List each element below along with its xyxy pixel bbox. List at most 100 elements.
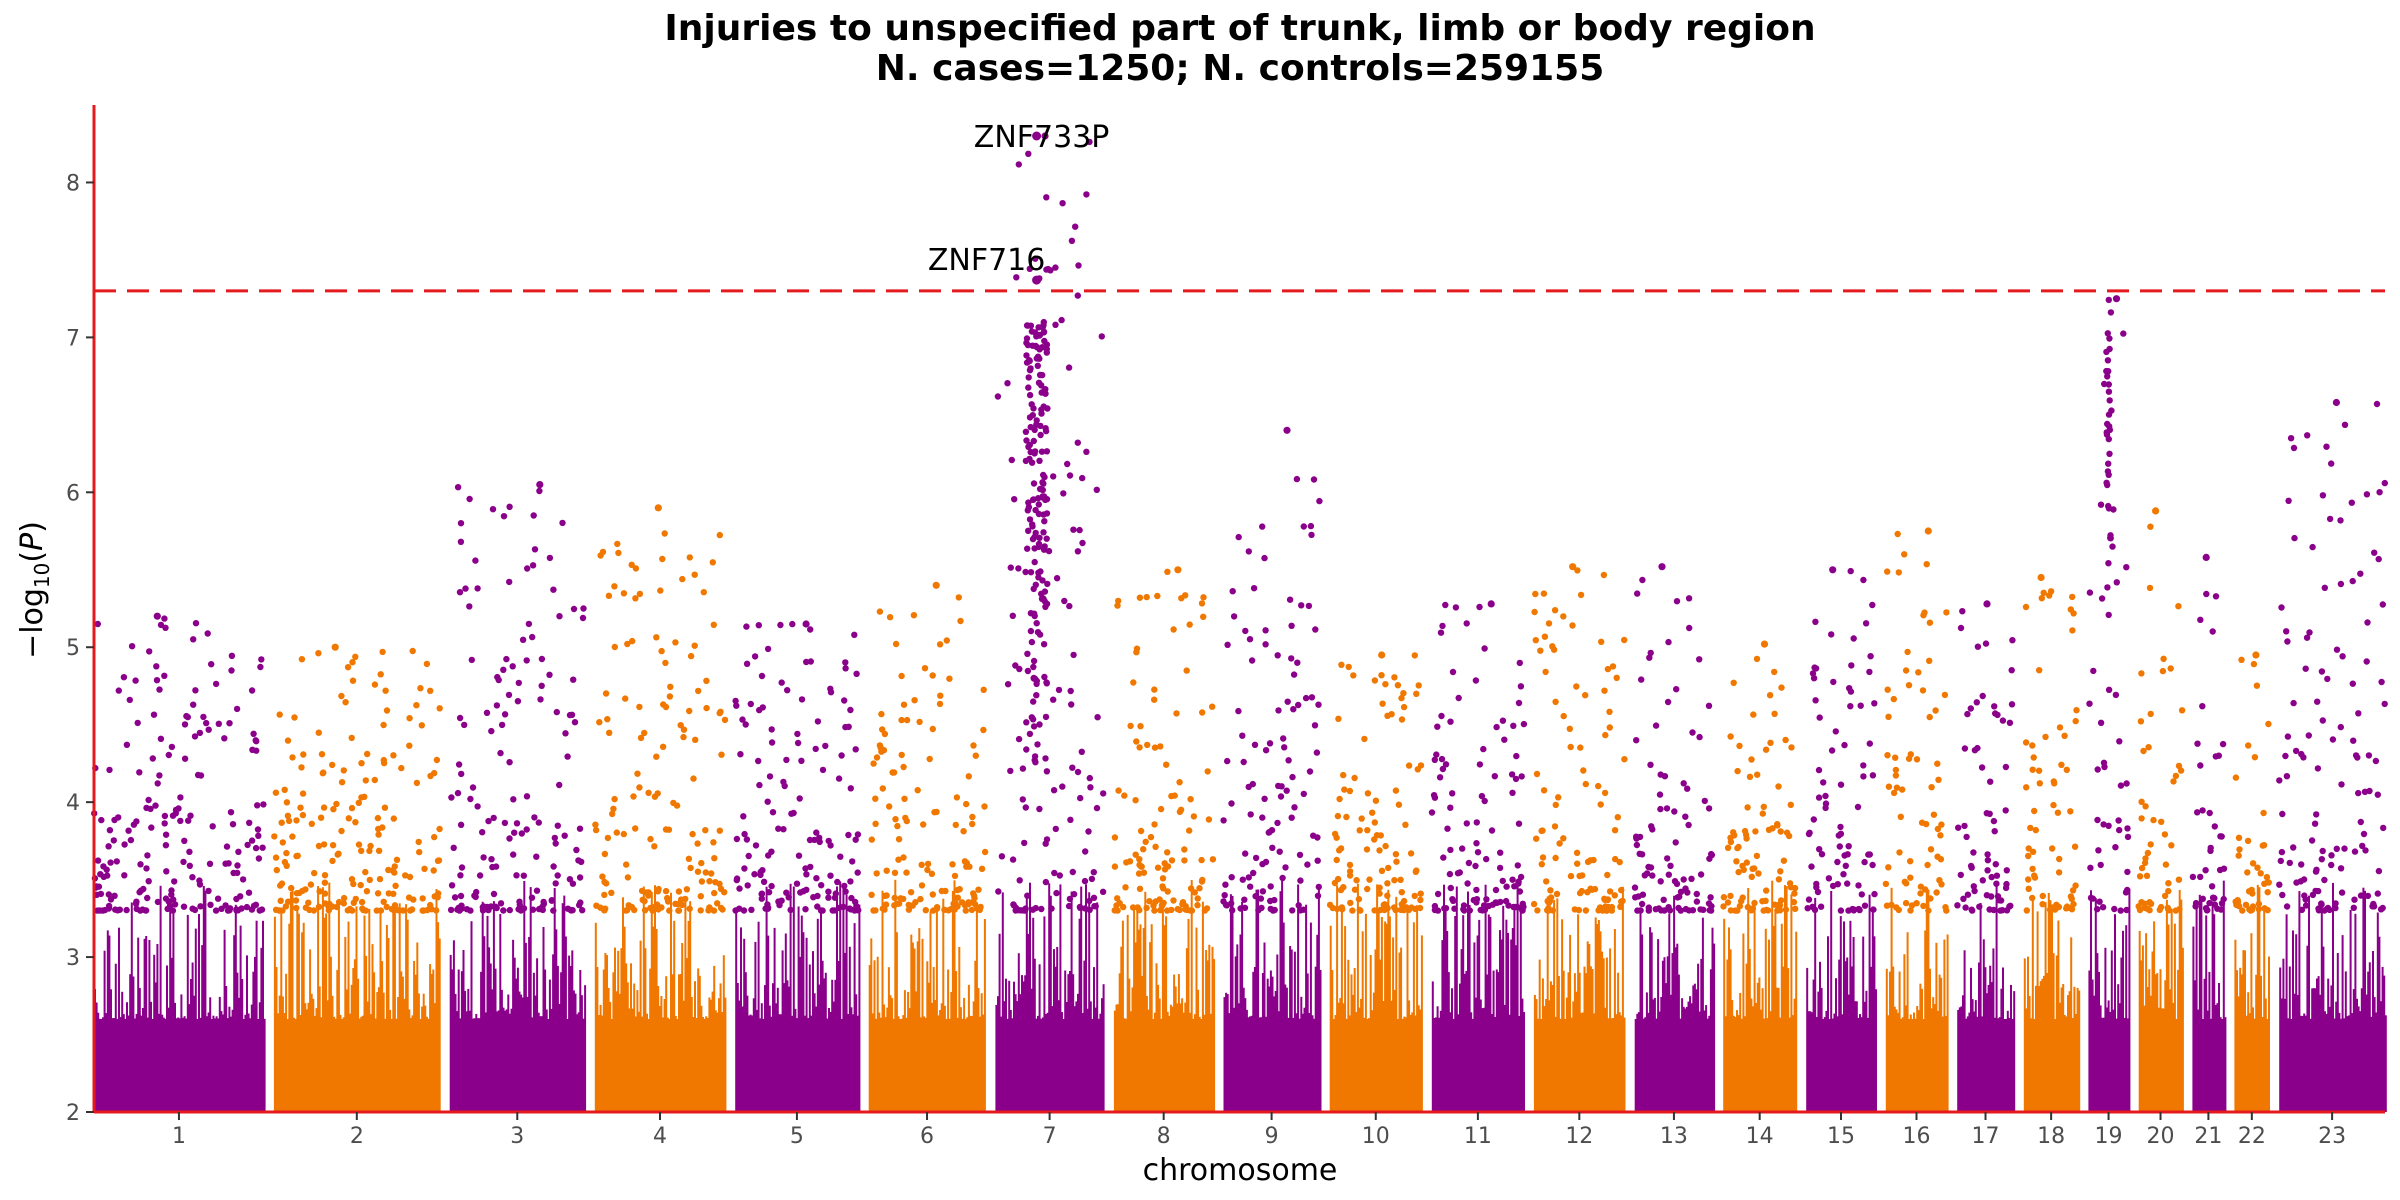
point-column <box>628 1008 631 1112</box>
point-column <box>1481 1008 1484 1112</box>
data-point <box>1701 797 1709 805</box>
data-point <box>1575 906 1583 914</box>
point-column <box>1016 1001 1019 1112</box>
point-column <box>1854 1001 1857 1112</box>
point-column <box>823 978 826 1112</box>
data-point <box>212 680 220 688</box>
point-column <box>2317 976 2320 1112</box>
data-point <box>747 700 754 708</box>
y-tick-label: 7 <box>66 326 80 351</box>
point-column <box>713 965 716 1112</box>
data-point <box>244 841 251 849</box>
point-column <box>1293 951 1296 1112</box>
data-point <box>363 888 371 895</box>
data-point <box>2002 807 2009 814</box>
data-point <box>457 872 464 879</box>
point-column <box>2373 997 2376 1112</box>
point-column <box>174 1002 176 1112</box>
data-point <box>1555 794 1562 801</box>
data-point <box>1023 545 1031 552</box>
data-point <box>1667 862 1674 869</box>
data-point <box>2206 809 2213 817</box>
data-point <box>488 727 495 735</box>
data-point <box>2302 665 2309 672</box>
data-point <box>1151 696 1158 703</box>
point-column <box>2162 1008 2165 1112</box>
point-column <box>1793 998 1796 1112</box>
point-column <box>826 1018 829 1112</box>
point-column <box>569 966 572 1112</box>
data-point <box>399 907 407 914</box>
point-column <box>1228 1013 1231 1112</box>
data-point <box>641 729 648 737</box>
data-point <box>1652 906 1660 913</box>
data-point <box>1337 886 1345 894</box>
point-column <box>2060 987 2063 1112</box>
data-point <box>1040 480 1047 487</box>
data-point <box>125 827 132 834</box>
data-point <box>1276 848 1283 855</box>
data-point <box>1869 772 1877 779</box>
point-column <box>2221 1019 2224 1112</box>
data-point <box>2249 890 2256 897</box>
point-column <box>358 1018 361 1112</box>
data-point <box>714 900 721 907</box>
data-point <box>1515 820 1523 827</box>
data-point <box>827 872 834 879</box>
data-point <box>2297 878 2304 885</box>
data-point <box>2212 593 2220 600</box>
data-point <box>2204 906 2211 914</box>
point-column <box>1885 968 1888 1112</box>
data-point <box>1055 686 1063 694</box>
point-column <box>347 921 350 1112</box>
data-point <box>921 665 929 672</box>
data-point <box>2351 848 2359 855</box>
data-point <box>1892 766 1900 774</box>
data-point <box>1885 713 1892 720</box>
point-column <box>1118 973 1121 1112</box>
point-column <box>1067 974 1070 1112</box>
data-point <box>1036 332 1043 339</box>
point-column <box>1021 975 1023 1112</box>
point-column <box>499 914 502 1112</box>
data-point <box>1904 648 1911 656</box>
point-column <box>1147 1009 1150 1112</box>
data-point <box>1866 740 1874 747</box>
data-point <box>1074 292 1082 299</box>
point-column <box>1344 926 1347 1112</box>
point-column <box>1420 935 1423 1112</box>
data-point <box>421 865 428 872</box>
data-point <box>757 871 764 879</box>
data-point <box>1649 872 1656 879</box>
point-column <box>1700 958 1703 1112</box>
point-column <box>2284 998 2286 1112</box>
point-column <box>2008 1017 2011 1112</box>
point-column <box>1192 1018 1195 1112</box>
data-point <box>137 861 144 868</box>
point-column <box>1101 998 1103 1112</box>
data-point <box>1050 473 1057 480</box>
data-point <box>405 894 413 901</box>
chromosome-21-points <box>2189 553 2228 1112</box>
x-tick-label: 16 <box>1902 1124 1930 1149</box>
data-point <box>402 872 409 879</box>
data-point <box>1249 780 1257 788</box>
data-point <box>2338 781 2345 788</box>
point-column <box>604 953 607 1112</box>
data-point <box>299 790 307 797</box>
point-column <box>1927 889 1930 1112</box>
data-point <box>2218 833 2225 840</box>
data-point <box>628 903 636 911</box>
data-point <box>366 847 373 855</box>
data-point <box>554 822 561 829</box>
data-point <box>1111 863 1119 870</box>
point-column <box>255 920 258 1112</box>
data-point <box>457 520 465 527</box>
data-point <box>1926 713 1933 721</box>
data-point <box>2050 801 2057 809</box>
point-column <box>2096 953 2099 1112</box>
point-column <box>489 963 492 1112</box>
point-column <box>2383 975 2386 1112</box>
point-column <box>1169 1004 1172 1112</box>
point-column <box>464 990 467 1112</box>
